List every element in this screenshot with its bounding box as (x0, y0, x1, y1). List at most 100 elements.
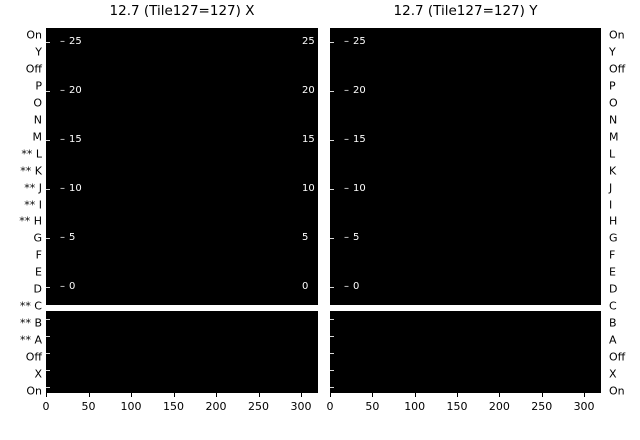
y-tick-mark (46, 352, 50, 354)
x-tick-label: 150 (446, 400, 468, 413)
x-tick-label: 300 (573, 400, 595, 413)
right-axis-label: On (609, 384, 625, 398)
x-tick-label: 100 (404, 400, 426, 413)
left-axis-label: On (26, 384, 42, 398)
right-axis-label: G (609, 231, 618, 245)
left-axis-label: P (35, 79, 42, 93)
left-axis-label: E (35, 265, 42, 279)
y-tick-label-right: 25 (302, 36, 315, 47)
y-tick-mark (330, 319, 334, 320)
y-tick-value: 0 (69, 281, 76, 292)
y-tick-mark (330, 91, 334, 92)
x-tick-mark (258, 393, 260, 397)
y-tick-dash-icon: – (344, 183, 349, 194)
y-tick-dash-icon: – (60, 232, 65, 243)
right-axis-label: On (609, 28, 625, 42)
left-axis-label: M (32, 130, 43, 144)
y-tick-dash-icon: – (344, 85, 349, 96)
right-axis-label: B (609, 316, 617, 330)
left-axis-label: ** K (20, 164, 42, 178)
x-tick-label: 0 (42, 400, 50, 413)
right-axis-label: I (609, 198, 613, 211)
y-tick-mark (46, 369, 50, 371)
plot-area-y-lower[interactable] (330, 311, 601, 393)
y-tick-dash-icon: – (344, 134, 349, 145)
x-tick-mark (173, 393, 175, 397)
left-axis-label: D (33, 282, 42, 296)
y-tick-dash-icon: – (344, 281, 349, 292)
y-tick-dash-icon: – (344, 232, 349, 243)
y-tick-label-right: 5 (302, 232, 309, 243)
y-tick-dash-icon: – (60, 134, 65, 145)
y-tick-value: 0 (353, 281, 360, 292)
left-axis-label: ** L (21, 147, 42, 161)
right-axis-label: M (609, 130, 619, 144)
y-tick-value: 10 (69, 183, 82, 194)
y-tick-value: 5 (353, 232, 360, 243)
y-tick-mark (330, 386, 334, 388)
y-tick-mark (330, 369, 334, 371)
y-tick-mark (46, 335, 50, 337)
x-tick-mark (216, 393, 217, 397)
y-tick-value: 20 (353, 85, 366, 96)
y-tick-mark (330, 42, 334, 43)
right-axis-label: X (609, 367, 617, 381)
x-tick-label: 300 (290, 400, 312, 413)
x-tick-mark (330, 393, 331, 397)
right-axis-label: A (609, 333, 617, 347)
y-tick-label-right: 10 (302, 183, 315, 194)
left-axis-label: N (33, 113, 42, 127)
y-tick-value: 25 (353, 36, 366, 47)
left-axis-label: O (33, 96, 42, 110)
y-tick-mark (46, 91, 50, 92)
x-tick-mark (131, 393, 132, 397)
right-axis-label: F (609, 248, 616, 262)
left-axis-label: ** J (24, 181, 42, 195)
y-tick-value: 5 (69, 232, 76, 243)
left-axis-label: ** A (19, 333, 42, 347)
y-tick-label: –20 (60, 86, 82, 96)
y-tick-label-right: 0 (302, 281, 309, 292)
plot-area-x-lower[interactable] (46, 311, 318, 393)
left-axis-label: F (35, 248, 42, 262)
x-tick-label: 200 (488, 400, 510, 413)
left-axis-label: ** I (24, 198, 42, 211)
y-tick-value: 15 (353, 134, 366, 145)
y-tick-dash-icon: – (60, 183, 65, 194)
right-axis-label: K (609, 164, 617, 178)
x-tick-mark (414, 393, 416, 397)
y-tick-label: –5 (344, 233, 359, 243)
x-tick-mark (372, 393, 374, 397)
x-tick-mark (46, 393, 47, 397)
left-axis-label: G (33, 231, 42, 245)
plot-area-x-upper[interactable]: –25–20–15–10–5–0 25 20 15 10 5 0 (46, 28, 318, 305)
y-tick-label-right: 20 (302, 85, 315, 96)
right-axis-label: D (609, 282, 618, 296)
left-axis-label: Off (25, 62, 42, 76)
x-tick-label: 250 (531, 400, 553, 413)
right-axis-label: H (609, 214, 618, 228)
y-tick-value: 15 (69, 134, 82, 145)
x-tick-mark (457, 393, 459, 397)
right-axis-label: Off (609, 62, 626, 76)
right-axis-label: E (609, 265, 616, 279)
x-tick-label: 200 (205, 400, 227, 413)
y-tick-label: –10 (344, 184, 366, 194)
x-tick-label: 0 (326, 400, 334, 413)
panel-title-x: 12.7 (Tile127=127) X (109, 3, 255, 19)
y-tick-value: 25 (69, 36, 82, 47)
y-tick-mark (330, 335, 334, 337)
x-tick-mark (301, 393, 302, 397)
y-tick-mark (330, 238, 334, 239)
y-tick-mark (330, 140, 334, 141)
x-tick-mark (541, 393, 543, 397)
y-tick-mark (46, 319, 50, 320)
y-tick-mark (330, 189, 334, 190)
y-tick-label: –25 (344, 37, 366, 47)
plot-area-y-upper[interactable]: –25–20–15–10–5–0 (330, 28, 601, 305)
right-axis-label: N (609, 113, 618, 127)
right-axis-label: Y (609, 45, 616, 59)
y-tick-mark (46, 386, 50, 388)
right-axis-label: L (609, 147, 616, 161)
y-tick-value: 10 (353, 183, 366, 194)
